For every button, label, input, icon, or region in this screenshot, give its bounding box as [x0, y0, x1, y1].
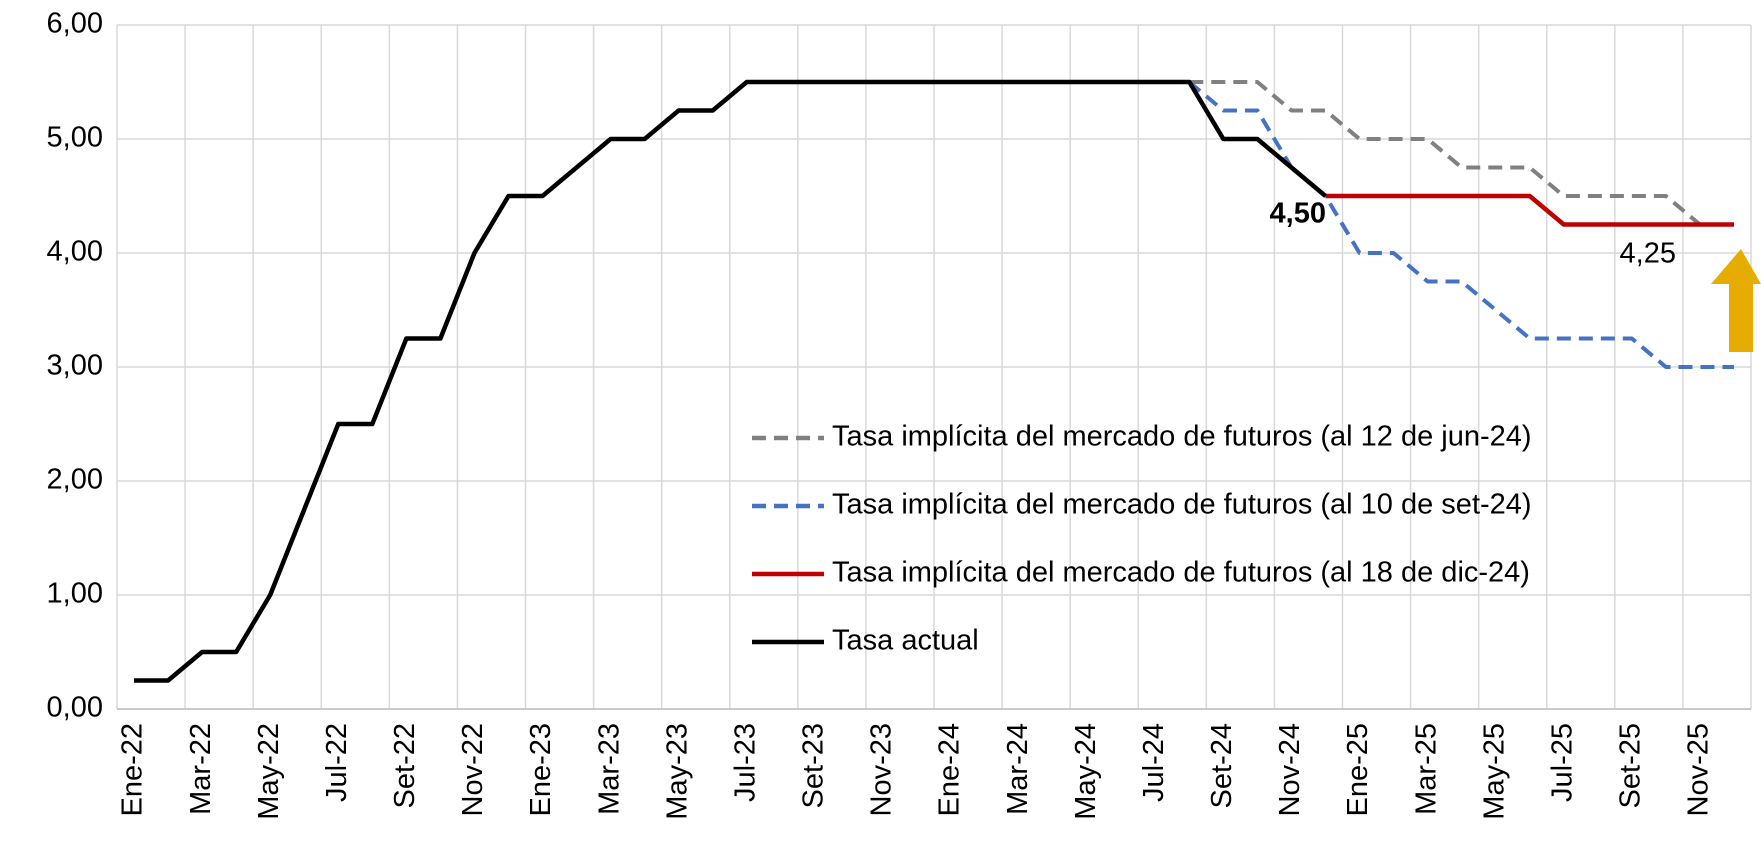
x-tick-label: Jul-25: [1546, 723, 1578, 802]
legend-label: Tasa implícita del mercado de futuros (a…: [832, 557, 1530, 589]
x-tick-label: Set-23: [798, 723, 830, 808]
x-tick-label: Ene-25: [1342, 723, 1374, 817]
x-tick-label: May-22: [253, 723, 285, 820]
x-tick-label: May-25: [1478, 723, 1510, 820]
series-line: [1188, 80, 1734, 369]
series-line: [1189, 80, 1734, 227]
y-tick-label: 5,00: [47, 122, 103, 154]
x-tick-label: Set-25: [1615, 723, 1647, 808]
legend-label: Tasa actual: [832, 625, 979, 657]
x-tick-label: Set-22: [389, 723, 421, 808]
y-tick-label: 1,00: [47, 578, 103, 610]
annotation: 4,25: [1620, 238, 1676, 270]
up-arrow: [1711, 249, 1761, 352]
x-tick-label: Set-24: [1206, 723, 1238, 808]
y-tick-label: 0,00: [47, 692, 103, 724]
x-tick-label: Mar-25: [1410, 723, 1442, 815]
x-tick-label: Nov-22: [457, 723, 489, 817]
x-tick-label: Jul-24: [1138, 723, 1170, 802]
series-line: [134, 79, 1327, 683]
x-tick-label: May-24: [1070, 723, 1102, 820]
legend-label: Tasa implícita del mercado de futuros (a…: [832, 421, 1532, 453]
plot: 0,00 1,00 2,00 3,00 4,00 5,00 6,00 Ene-22 Mar-22…: [47, 8, 1752, 820]
x-tick-label: Mar-22: [185, 723, 217, 815]
legend-label: Tasa implícita del mercado de futuros (a…: [832, 489, 1532, 521]
y-tick-label: 4,00: [47, 236, 103, 268]
x-tick-label: Nov-23: [866, 723, 898, 817]
x-tick-label: Ene-23: [525, 723, 557, 817]
annotation: 4,50: [1270, 198, 1326, 230]
x-tick-label: Nov-24: [1274, 723, 1306, 817]
series-line: [1325, 193, 1734, 227]
y-tick-label: 2,00: [47, 464, 103, 496]
x-tick-label: Mar-23: [593, 723, 625, 815]
y-tick-label: 6,00: [47, 8, 103, 40]
x-tick-label: Jul-22: [321, 723, 353, 802]
x-tick-label: Ene-22: [117, 723, 149, 817]
y-tick-label: 3,00: [47, 350, 103, 382]
x-tick-label: May-23: [661, 723, 693, 820]
x-tick-label: Mar-24: [1002, 723, 1034, 815]
x-tick-label: Ene-24: [934, 723, 966, 817]
x-tick-label: Jul-23: [729, 723, 761, 802]
x-tick-label: Nov-25: [1683, 723, 1715, 817]
